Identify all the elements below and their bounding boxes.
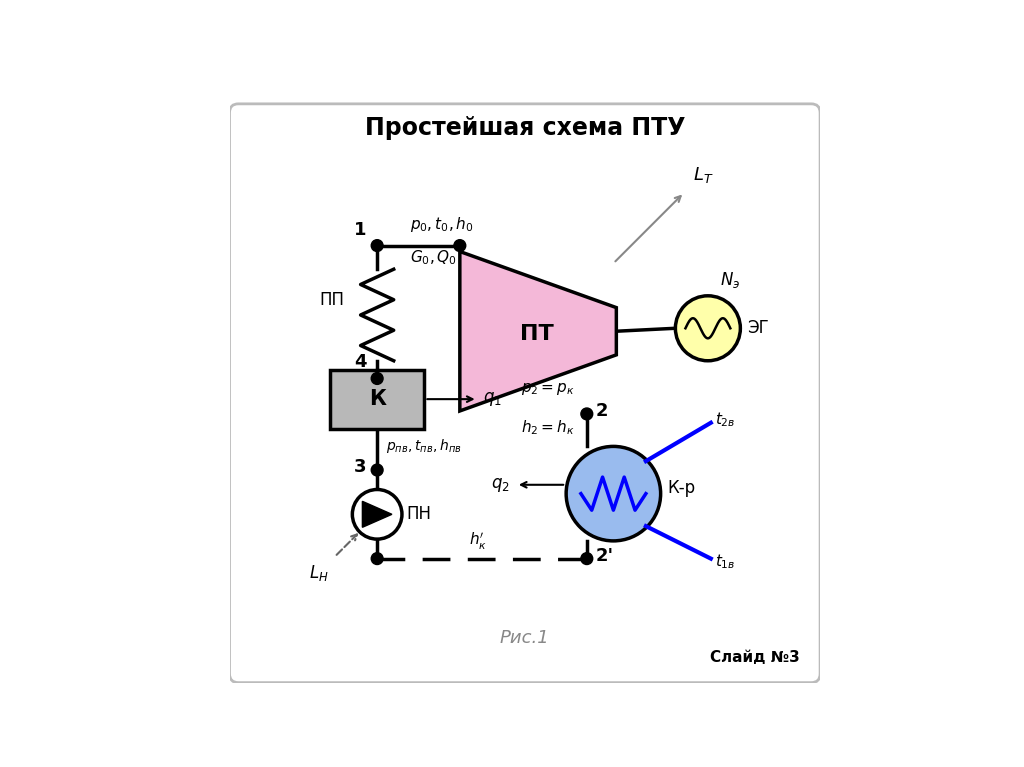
- Circle shape: [352, 489, 402, 539]
- Text: $p_0, t_0, h_0$: $p_0, t_0, h_0$: [410, 215, 473, 234]
- Text: $N_{э}$: $N_{э}$: [720, 270, 740, 290]
- Text: $h_к'$: $h_к'$: [469, 531, 486, 551]
- Text: ПП: ПП: [319, 291, 345, 309]
- Text: $q_2$: $q_2$: [492, 476, 510, 494]
- Text: 3: 3: [354, 458, 367, 476]
- Circle shape: [581, 408, 593, 420]
- Circle shape: [372, 373, 383, 384]
- Text: Простейшая схема ПТУ: Простейшая схема ПТУ: [365, 116, 685, 140]
- Text: $p_2 = p_к$: $p_2 = p_к$: [521, 381, 575, 397]
- Text: $t_{1в}$: $t_{1в}$: [715, 552, 735, 571]
- Text: 2': 2': [596, 547, 613, 565]
- Polygon shape: [362, 502, 392, 527]
- Circle shape: [676, 296, 740, 360]
- Text: $L_{Н}$: $L_{Н}$: [309, 563, 329, 583]
- Text: 4: 4: [354, 354, 367, 371]
- Circle shape: [372, 553, 383, 565]
- Circle shape: [372, 464, 383, 476]
- Circle shape: [581, 553, 593, 565]
- Text: $p_{пв}, t_{пв}, h_{пв}$: $p_{пв}, t_{пв}, h_{пв}$: [386, 437, 462, 456]
- Text: ПН: ПН: [407, 505, 432, 523]
- Circle shape: [454, 239, 466, 252]
- Text: $G_0, Q_0$: $G_0, Q_0$: [410, 249, 457, 267]
- Text: Рис.1: Рис.1: [500, 630, 550, 647]
- Text: ЭГ: ЭГ: [748, 319, 769, 337]
- Text: $t_{2в}$: $t_{2в}$: [715, 410, 735, 430]
- Text: 1: 1: [354, 220, 367, 239]
- Text: $h_2 = h_к$: $h_2 = h_к$: [521, 419, 575, 437]
- Text: $L_{Т}$: $L_{Т}$: [693, 166, 714, 186]
- Text: ПТ: ПТ: [520, 324, 554, 344]
- Polygon shape: [460, 252, 616, 411]
- Text: К-р: К-р: [668, 479, 696, 497]
- Text: 2: 2: [596, 402, 608, 420]
- Text: $q_1$: $q_1$: [483, 390, 503, 408]
- Circle shape: [372, 239, 383, 252]
- FancyBboxPatch shape: [229, 104, 820, 683]
- Text: Слайд №3: Слайд №3: [710, 650, 800, 665]
- Bar: [330, 370, 424, 429]
- Circle shape: [566, 446, 660, 541]
- Text: К: К: [369, 389, 386, 409]
